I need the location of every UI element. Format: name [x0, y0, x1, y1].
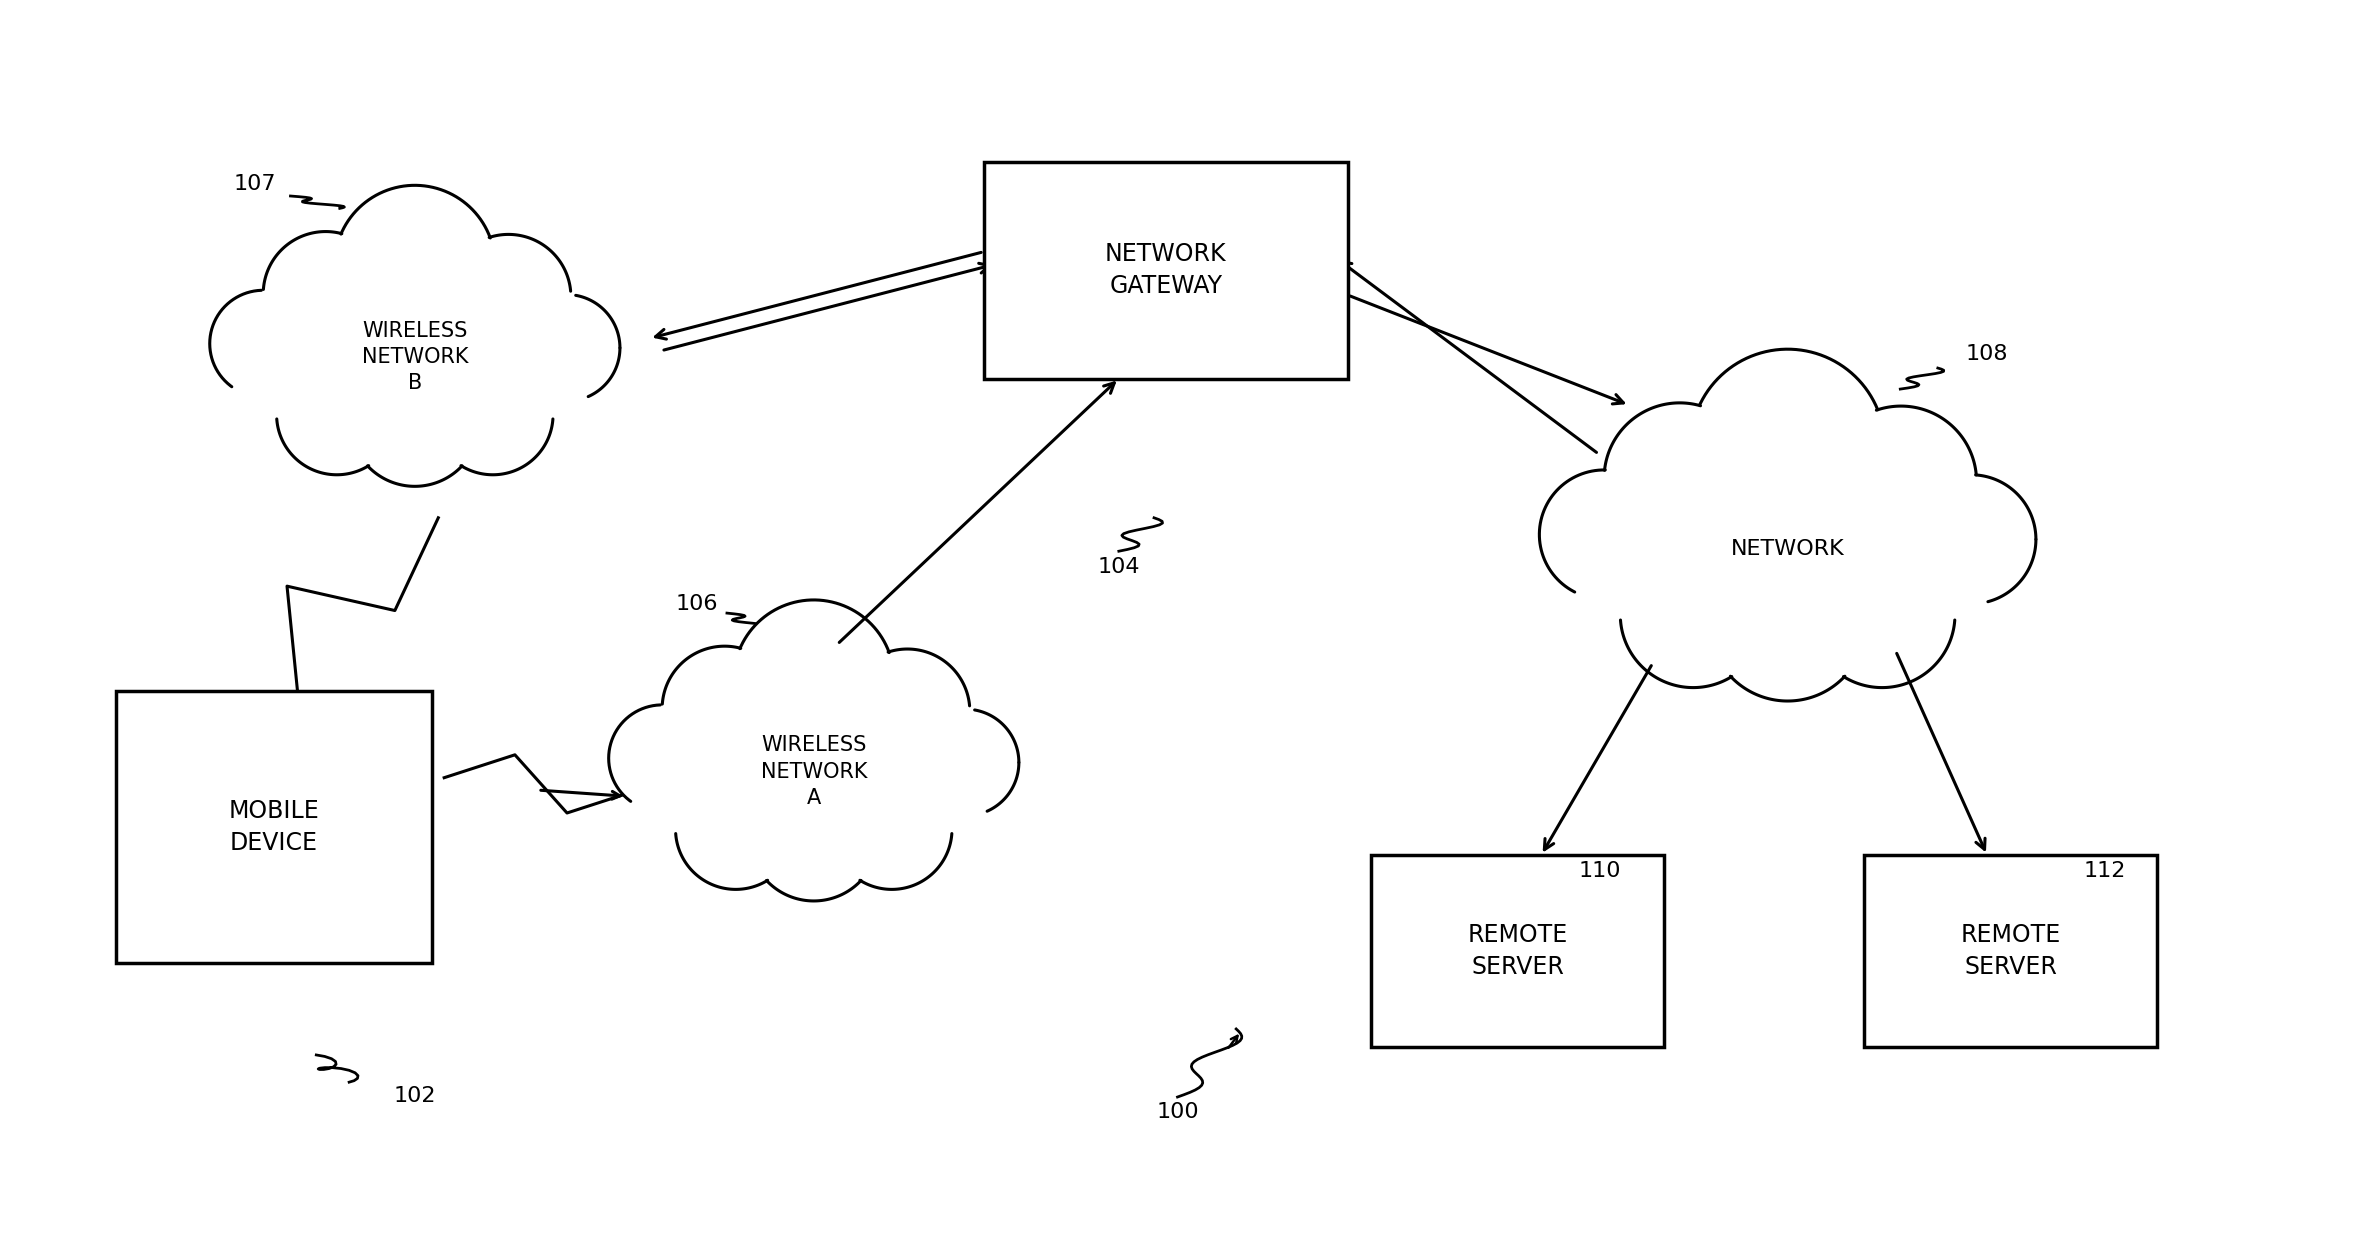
Text: 112: 112: [2084, 861, 2127, 881]
Ellipse shape: [334, 186, 495, 345]
Ellipse shape: [749, 773, 878, 901]
Text: NETWORK
GATEWAY: NETWORK GATEWAY: [1104, 243, 1227, 298]
Polygon shape: [624, 673, 1003, 857]
Text: NETWORK: NETWORK: [1731, 538, 1844, 558]
Text: MOBILE
DEVICE: MOBILE DEVICE: [228, 800, 320, 855]
Text: 104: 104: [1097, 557, 1140, 577]
Text: 108: 108: [1966, 344, 2009, 364]
Ellipse shape: [1710, 545, 1865, 701]
Text: 107: 107: [233, 173, 276, 193]
Ellipse shape: [210, 290, 316, 397]
Ellipse shape: [845, 649, 970, 774]
Ellipse shape: [445, 234, 570, 359]
FancyBboxPatch shape: [984, 162, 1347, 379]
Polygon shape: [226, 258, 605, 444]
Text: 110: 110: [1578, 861, 1620, 881]
Text: WIRELESS
NETWORK
A: WIRELESS NETWORK A: [761, 735, 867, 807]
Ellipse shape: [1620, 542, 1766, 688]
Text: 106: 106: [676, 594, 718, 614]
Ellipse shape: [351, 358, 480, 486]
Ellipse shape: [276, 355, 398, 475]
FancyBboxPatch shape: [1863, 855, 2157, 1047]
Ellipse shape: [1691, 349, 1884, 543]
Ellipse shape: [676, 769, 796, 890]
Ellipse shape: [911, 709, 1020, 816]
Text: REMOTE
SERVER: REMOTE SERVER: [1467, 923, 1568, 979]
Ellipse shape: [732, 599, 895, 760]
FancyBboxPatch shape: [115, 692, 433, 963]
Ellipse shape: [1809, 542, 1955, 688]
Ellipse shape: [513, 294, 619, 401]
Polygon shape: [1559, 439, 2016, 647]
Ellipse shape: [1908, 475, 2037, 604]
Ellipse shape: [264, 232, 389, 356]
Ellipse shape: [831, 769, 951, 890]
Text: 102: 102: [393, 1085, 436, 1105]
Ellipse shape: [1540, 470, 1670, 599]
Ellipse shape: [608, 705, 716, 811]
Ellipse shape: [1604, 402, 1754, 553]
Ellipse shape: [1825, 406, 1976, 557]
FancyBboxPatch shape: [1371, 855, 1665, 1047]
Ellipse shape: [662, 647, 787, 770]
Text: REMOTE
SERVER: REMOTE SERVER: [1959, 923, 2061, 979]
Ellipse shape: [433, 355, 553, 475]
Text: WIRELESS
NETWORK
B: WIRELESS NETWORK B: [363, 320, 469, 394]
Text: 100: 100: [1156, 1101, 1199, 1121]
